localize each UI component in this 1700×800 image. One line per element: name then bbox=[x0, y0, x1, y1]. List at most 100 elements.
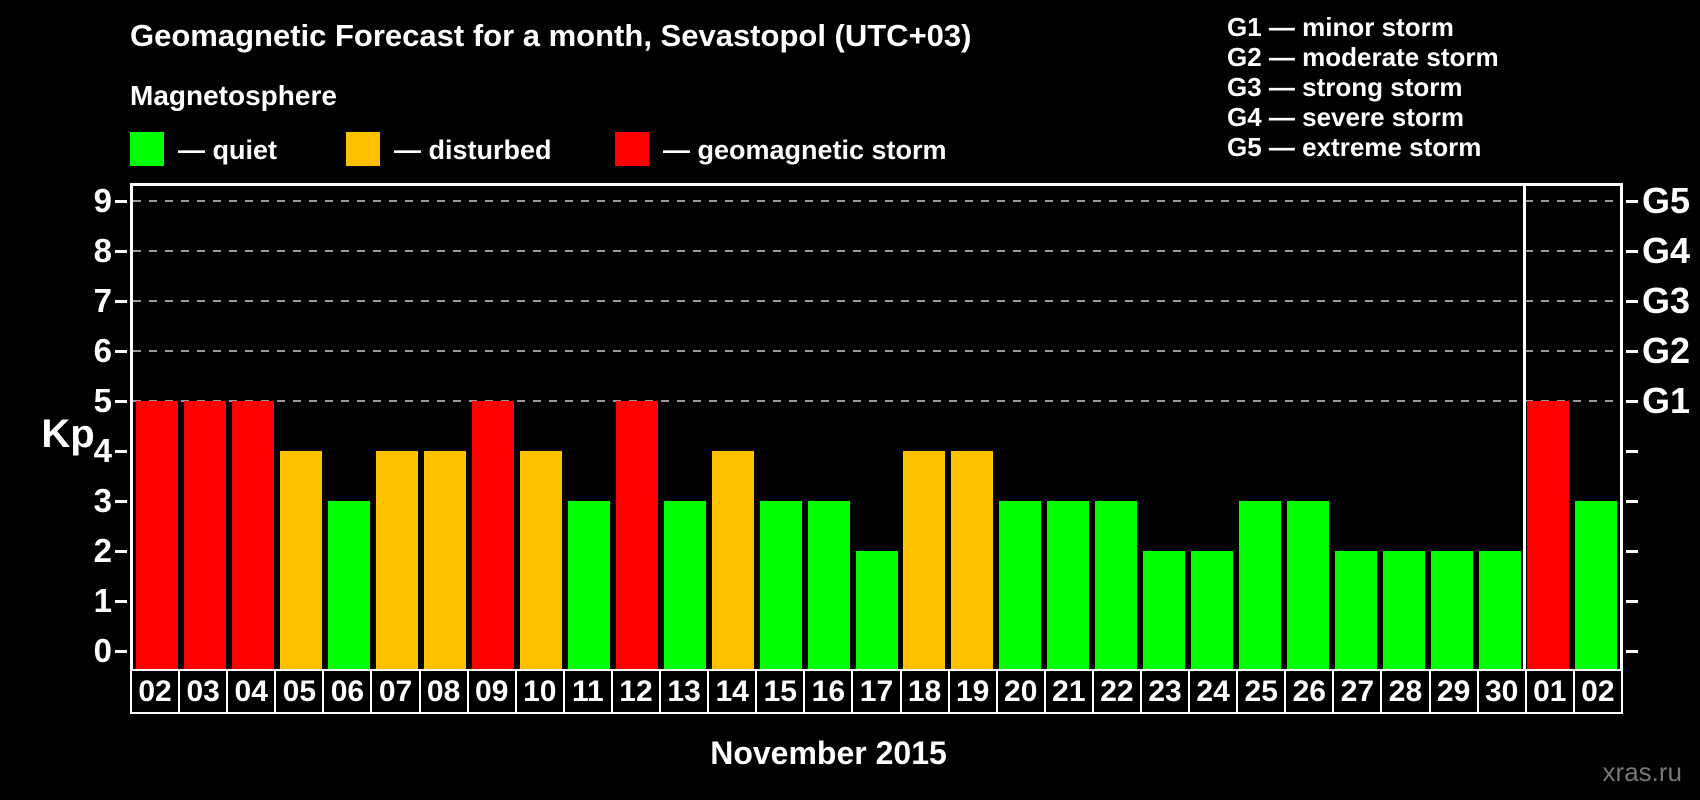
bar-day-26 bbox=[1287, 501, 1330, 669]
bar-day-24 bbox=[1191, 551, 1234, 669]
day-label-09: 09 bbox=[466, 669, 517, 714]
bar-day-01 bbox=[1527, 401, 1570, 669]
left-axis-tick-4 bbox=[115, 450, 127, 453]
left-axis-tick-2 bbox=[115, 550, 127, 553]
bar-day-05 bbox=[279, 451, 322, 669]
right-axis-tick-8 bbox=[1626, 250, 1638, 253]
day-label-06: 06 bbox=[322, 669, 373, 714]
day-label-12: 12 bbox=[610, 669, 662, 714]
kp-axis-value-0: 0 bbox=[93, 632, 112, 669]
bar-day-28 bbox=[1383, 551, 1426, 669]
day-label-29: 29 bbox=[1428, 669, 1479, 714]
bar-day-13 bbox=[663, 501, 706, 669]
left-axis-tick-5 bbox=[115, 400, 127, 403]
g-scale-legend: G1 — minor storm G2 — moderate storm G3 … bbox=[1227, 12, 1499, 162]
right-axis-tick-2 bbox=[1626, 550, 1638, 553]
bar-day-18 bbox=[903, 451, 946, 669]
storm-color-swatch bbox=[615, 132, 649, 166]
g-axis-value-g4: G4 bbox=[1642, 230, 1691, 271]
bar-day-19 bbox=[951, 451, 994, 669]
bar-day-04 bbox=[231, 401, 274, 669]
day-label-21: 21 bbox=[1043, 669, 1094, 714]
kp-axis-value-7: 7 bbox=[93, 282, 112, 319]
bar-day-07 bbox=[375, 451, 418, 669]
day-label-27: 27 bbox=[1332, 669, 1383, 714]
bar-day-29 bbox=[1431, 551, 1474, 669]
bar-day-10 bbox=[519, 451, 562, 669]
month-axis-label: November 2015 bbox=[710, 735, 947, 771]
g-axis-value-g5: G5 bbox=[1642, 180, 1691, 221]
g1-legend-line: G1 — minor storm bbox=[1227, 12, 1454, 42]
bar-day-06 bbox=[327, 501, 370, 669]
day-label-17: 17 bbox=[851, 669, 902, 714]
bar-day-02 bbox=[1575, 501, 1618, 669]
kp-axis-value-1: 1 bbox=[93, 582, 112, 619]
bar-day-27 bbox=[1335, 551, 1378, 669]
bar-day-17 bbox=[855, 551, 898, 669]
legend-label-quiet: — quiet bbox=[178, 135, 277, 165]
kp-bar-chart: Kp 0 1 2 3 4 5 6 7 8 9 G1 G2 G3 G4 G5 bbox=[41, 180, 1690, 669]
day-label-08: 08 bbox=[418, 669, 469, 714]
day-label-05: 05 bbox=[274, 669, 325, 714]
disturbed-color-swatch bbox=[346, 132, 380, 166]
bar-day-03 bbox=[183, 401, 226, 669]
bar-day-16 bbox=[807, 501, 850, 669]
right-axis-tick-0 bbox=[1626, 650, 1638, 653]
bar-day-08 bbox=[423, 451, 466, 669]
watermark: xras.ru bbox=[1602, 757, 1682, 787]
day-label-30: 30 bbox=[1476, 669, 1527, 714]
day-label-26: 26 bbox=[1284, 669, 1335, 714]
page-title: Geomagnetic Forecast for a month, Sevast… bbox=[130, 18, 972, 53]
day-label-dec-01: 01 bbox=[1524, 669, 1575, 714]
g5-legend-line: G5 — extreme storm bbox=[1227, 132, 1482, 162]
left-axis-tick-7 bbox=[115, 300, 127, 303]
right-axis-tick-3 bbox=[1626, 500, 1638, 503]
day-label-10: 10 bbox=[514, 669, 565, 714]
legend-label-storm: — geomagnetic storm bbox=[663, 135, 947, 165]
kp-axis-value-9: 9 bbox=[93, 182, 112, 219]
left-axis-tick-8 bbox=[115, 250, 127, 253]
month-separator-line bbox=[1522, 186, 1526, 669]
bar-day-25 bbox=[1239, 501, 1282, 669]
bar-day-09 bbox=[471, 401, 514, 669]
bar-day-20 bbox=[999, 501, 1042, 669]
left-axis-tick-9 bbox=[115, 200, 127, 203]
bar-day-23 bbox=[1143, 551, 1186, 669]
day-label-04: 04 bbox=[226, 669, 277, 714]
gridline-kp-9 bbox=[133, 200, 1620, 202]
bar-day-14 bbox=[711, 451, 754, 669]
kp-axis-value-6: 6 bbox=[93, 332, 112, 369]
day-label-row: 02 03 04 05 06 07 08 09 10 11 12 13 14 15 16 17 18 19 20 21… bbox=[130, 669, 1623, 714]
magnetosphere-label: Magnetosphere bbox=[130, 80, 337, 111]
day-label-20: 20 bbox=[995, 669, 1046, 714]
bar-day-12 bbox=[615, 401, 658, 669]
right-axis-tick-4 bbox=[1626, 450, 1638, 453]
left-axis-tick-6 bbox=[115, 350, 127, 353]
day-label-22: 22 bbox=[1091, 669, 1142, 714]
g-axis-value-g1: G1 bbox=[1642, 380, 1691, 421]
left-axis-tick-3 bbox=[115, 500, 127, 503]
day-label-28: 28 bbox=[1380, 669, 1431, 714]
right-axis-tick-1 bbox=[1626, 600, 1638, 603]
g-axis-value-g2: G2 bbox=[1642, 330, 1691, 371]
day-label-02: 02 bbox=[130, 669, 181, 714]
left-axis-tick-1 bbox=[115, 600, 127, 603]
day-label-25: 25 bbox=[1236, 669, 1287, 714]
gridline-kp-6 bbox=[133, 350, 1620, 352]
day-label-14: 14 bbox=[707, 669, 758, 714]
right-axis-tick-6 bbox=[1626, 350, 1638, 353]
kp-axis-value-3: 3 bbox=[93, 482, 112, 519]
bar-day-11 bbox=[567, 501, 610, 669]
bar-day-15 bbox=[759, 501, 802, 669]
left-axis-tick-0 bbox=[115, 650, 127, 653]
kp-axis-value-4: 4 bbox=[93, 432, 112, 469]
day-label-16: 16 bbox=[803, 669, 854, 714]
g3-legend-line: G3 — strong storm bbox=[1227, 72, 1463, 102]
day-label-15: 15 bbox=[755, 669, 806, 714]
day-label-07: 07 bbox=[370, 669, 421, 714]
right-axis-tick-9 bbox=[1626, 200, 1638, 203]
day-label-03: 03 bbox=[178, 669, 229, 714]
day-label-11: 11 bbox=[562, 669, 613, 714]
kp-axis-value-8: 8 bbox=[93, 232, 112, 269]
gridline-kp-5 bbox=[133, 400, 1620, 402]
